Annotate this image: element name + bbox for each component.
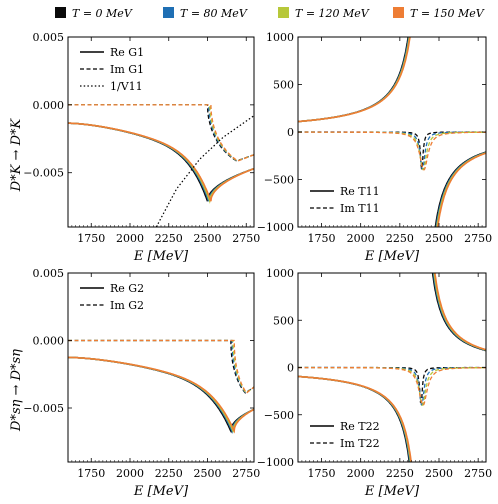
ytick-label: 0.005 bbox=[33, 267, 65, 280]
series-re-right-T150 bbox=[434, 273, 486, 351]
ytick-label: −500 bbox=[264, 409, 294, 422]
ytick-label: 500 bbox=[273, 314, 294, 327]
ytick-label: 1000 bbox=[266, 267, 294, 280]
ytick-label: 0.000 bbox=[33, 99, 65, 112]
series-re-left-T150 bbox=[298, 37, 411, 123]
xtick-label: 1750 bbox=[77, 467, 105, 480]
xtick-label: 1750 bbox=[308, 467, 336, 480]
xtick-label: 2500 bbox=[425, 467, 453, 480]
plot-area bbox=[68, 339, 254, 434]
axes-frame bbox=[67, 36, 255, 228]
x-axis-label: E [MeV] bbox=[133, 484, 189, 499]
x-axis-label: E [MeV] bbox=[364, 484, 420, 499]
legend-label-T120: T = 120 MeV bbox=[295, 7, 370, 20]
legend-swatch-T150 bbox=[393, 7, 404, 18]
x-axis-label: E [MeV] bbox=[133, 249, 189, 264]
series-re-T150 bbox=[68, 356, 254, 434]
series-im-T150 bbox=[68, 104, 254, 162]
plot-area bbox=[68, 104, 254, 227]
series-im-T150 bbox=[68, 339, 254, 394]
xtick-label: 2500 bbox=[194, 467, 222, 480]
ytick-label: 0 bbox=[287, 362, 294, 375]
panel-bottom-right: 1750 2000 2250 2500 2750 −1000 −500 0 500 1000 E [… bbox=[257, 267, 492, 499]
series-im-T0 bbox=[298, 366, 486, 403]
xtick-label: 2500 bbox=[194, 232, 222, 245]
ytick-label: −1000 bbox=[257, 221, 294, 234]
series-re-right-T0 bbox=[434, 151, 486, 227]
series-im-T120 bbox=[68, 339, 254, 394]
series-im-T80 bbox=[298, 131, 486, 170]
x-axis-label: E [MeV] bbox=[364, 249, 420, 264]
series-re-T80 bbox=[68, 356, 254, 434]
row-label-dseta: D*sη → D*sη bbox=[9, 349, 24, 432]
series-im-T150 bbox=[298, 366, 486, 406]
panel-legend-label: Im G1 bbox=[110, 63, 144, 76]
xtick-label: 2750 bbox=[464, 467, 492, 480]
xtick-label: 2750 bbox=[232, 232, 260, 245]
panel-top-left: 1750 2000 2250 2500 2750 −0.005 0.000 0.005 E [M… bbox=[23, 31, 260, 264]
legend-label-T150: T = 150 MeV bbox=[410, 7, 485, 20]
series-inv-v11 bbox=[155, 115, 254, 227]
legend-label-T80: T = 80 MeV bbox=[180, 7, 248, 20]
panel-legend-label: Im T22 bbox=[340, 437, 380, 450]
series-re-T80 bbox=[68, 122, 254, 202]
xtick-label: 2000 bbox=[347, 467, 375, 480]
ytick-label: 0 bbox=[287, 126, 294, 139]
series-re-left-T150 bbox=[298, 375, 412, 462]
legend-swatch-T0 bbox=[55, 7, 66, 18]
series-re-right-T120 bbox=[436, 152, 486, 227]
legend-label-T0: T = 0 MeV bbox=[72, 7, 133, 20]
ytick-label: 500 bbox=[273, 79, 294, 92]
panel-legend-label: Re G2 bbox=[110, 282, 144, 295]
panel-bottom-left: 1750 2000 2250 2500 2750 −0.005 0.000 0.005 E [M… bbox=[23, 267, 260, 499]
xtick-label: 2000 bbox=[347, 232, 375, 245]
ytick-label: −1000 bbox=[257, 456, 294, 469]
xtick-label: 2500 bbox=[425, 232, 453, 245]
xtick-label: 2000 bbox=[116, 232, 144, 245]
ytick-label: 1000 bbox=[266, 31, 294, 44]
series-im-T150 bbox=[298, 131, 486, 171]
series-im-T120 bbox=[298, 366, 486, 406]
ytick-label: 0.005 bbox=[33, 31, 65, 44]
xtick-label: 2000 bbox=[116, 467, 144, 480]
ytick-label: −0.005 bbox=[23, 402, 64, 415]
xtick-label: 2250 bbox=[155, 467, 183, 480]
ytick-label: 0.000 bbox=[33, 335, 65, 348]
xtick-label: 2250 bbox=[386, 467, 414, 480]
xtick-label: 2250 bbox=[386, 232, 414, 245]
xtick-label: 2250 bbox=[155, 232, 183, 245]
panel-legend-label: Re T22 bbox=[340, 420, 380, 433]
plot-area bbox=[298, 37, 486, 227]
legend-swatch-T80 bbox=[163, 7, 174, 18]
panel-legend-label: 1/V11 bbox=[110, 80, 143, 93]
row-label-dk: D*K → D*K bbox=[9, 118, 24, 193]
panel-legend-label: Im T11 bbox=[340, 202, 380, 215]
series-im-T0 bbox=[68, 339, 254, 394]
series-re-T0 bbox=[68, 122, 254, 202]
series-im-T80 bbox=[298, 366, 486, 406]
series-re-T120 bbox=[68, 122, 254, 204]
xtick-label: 1750 bbox=[308, 232, 336, 245]
series-im-T80 bbox=[68, 339, 254, 394]
plot-area bbox=[298, 273, 486, 462]
series-im-T80 bbox=[68, 104, 254, 162]
ytick-label: −0.005 bbox=[23, 167, 64, 180]
xtick-label: 1750 bbox=[77, 232, 105, 245]
axes-frame bbox=[67, 272, 255, 463]
panel-legend-label: Im G2 bbox=[110, 299, 144, 312]
series-im-T120 bbox=[298, 131, 486, 171]
panel-legend-label: Re G1 bbox=[110, 46, 144, 59]
panel-top-right: 1750 2000 2250 2500 2750 −1000 −500 0 500 1000 E [… bbox=[257, 31, 492, 264]
panel-legend-label: Re T11 bbox=[340, 185, 380, 198]
xtick-label: 2750 bbox=[464, 232, 492, 245]
series-re-right-T150 bbox=[436, 152, 486, 227]
xtick-label: 2750 bbox=[232, 467, 260, 480]
legend-swatch-T120 bbox=[278, 7, 289, 18]
series-im-T0 bbox=[298, 131, 486, 170]
series-re-T150 bbox=[68, 122, 254, 202]
temperature-legend: T = 0 MeV T = 80 MeV T = 120 MeV T = 150 Me… bbox=[55, 7, 485, 20]
series-re-right-T80 bbox=[435, 151, 486, 227]
ytick-label: −500 bbox=[264, 174, 294, 187]
